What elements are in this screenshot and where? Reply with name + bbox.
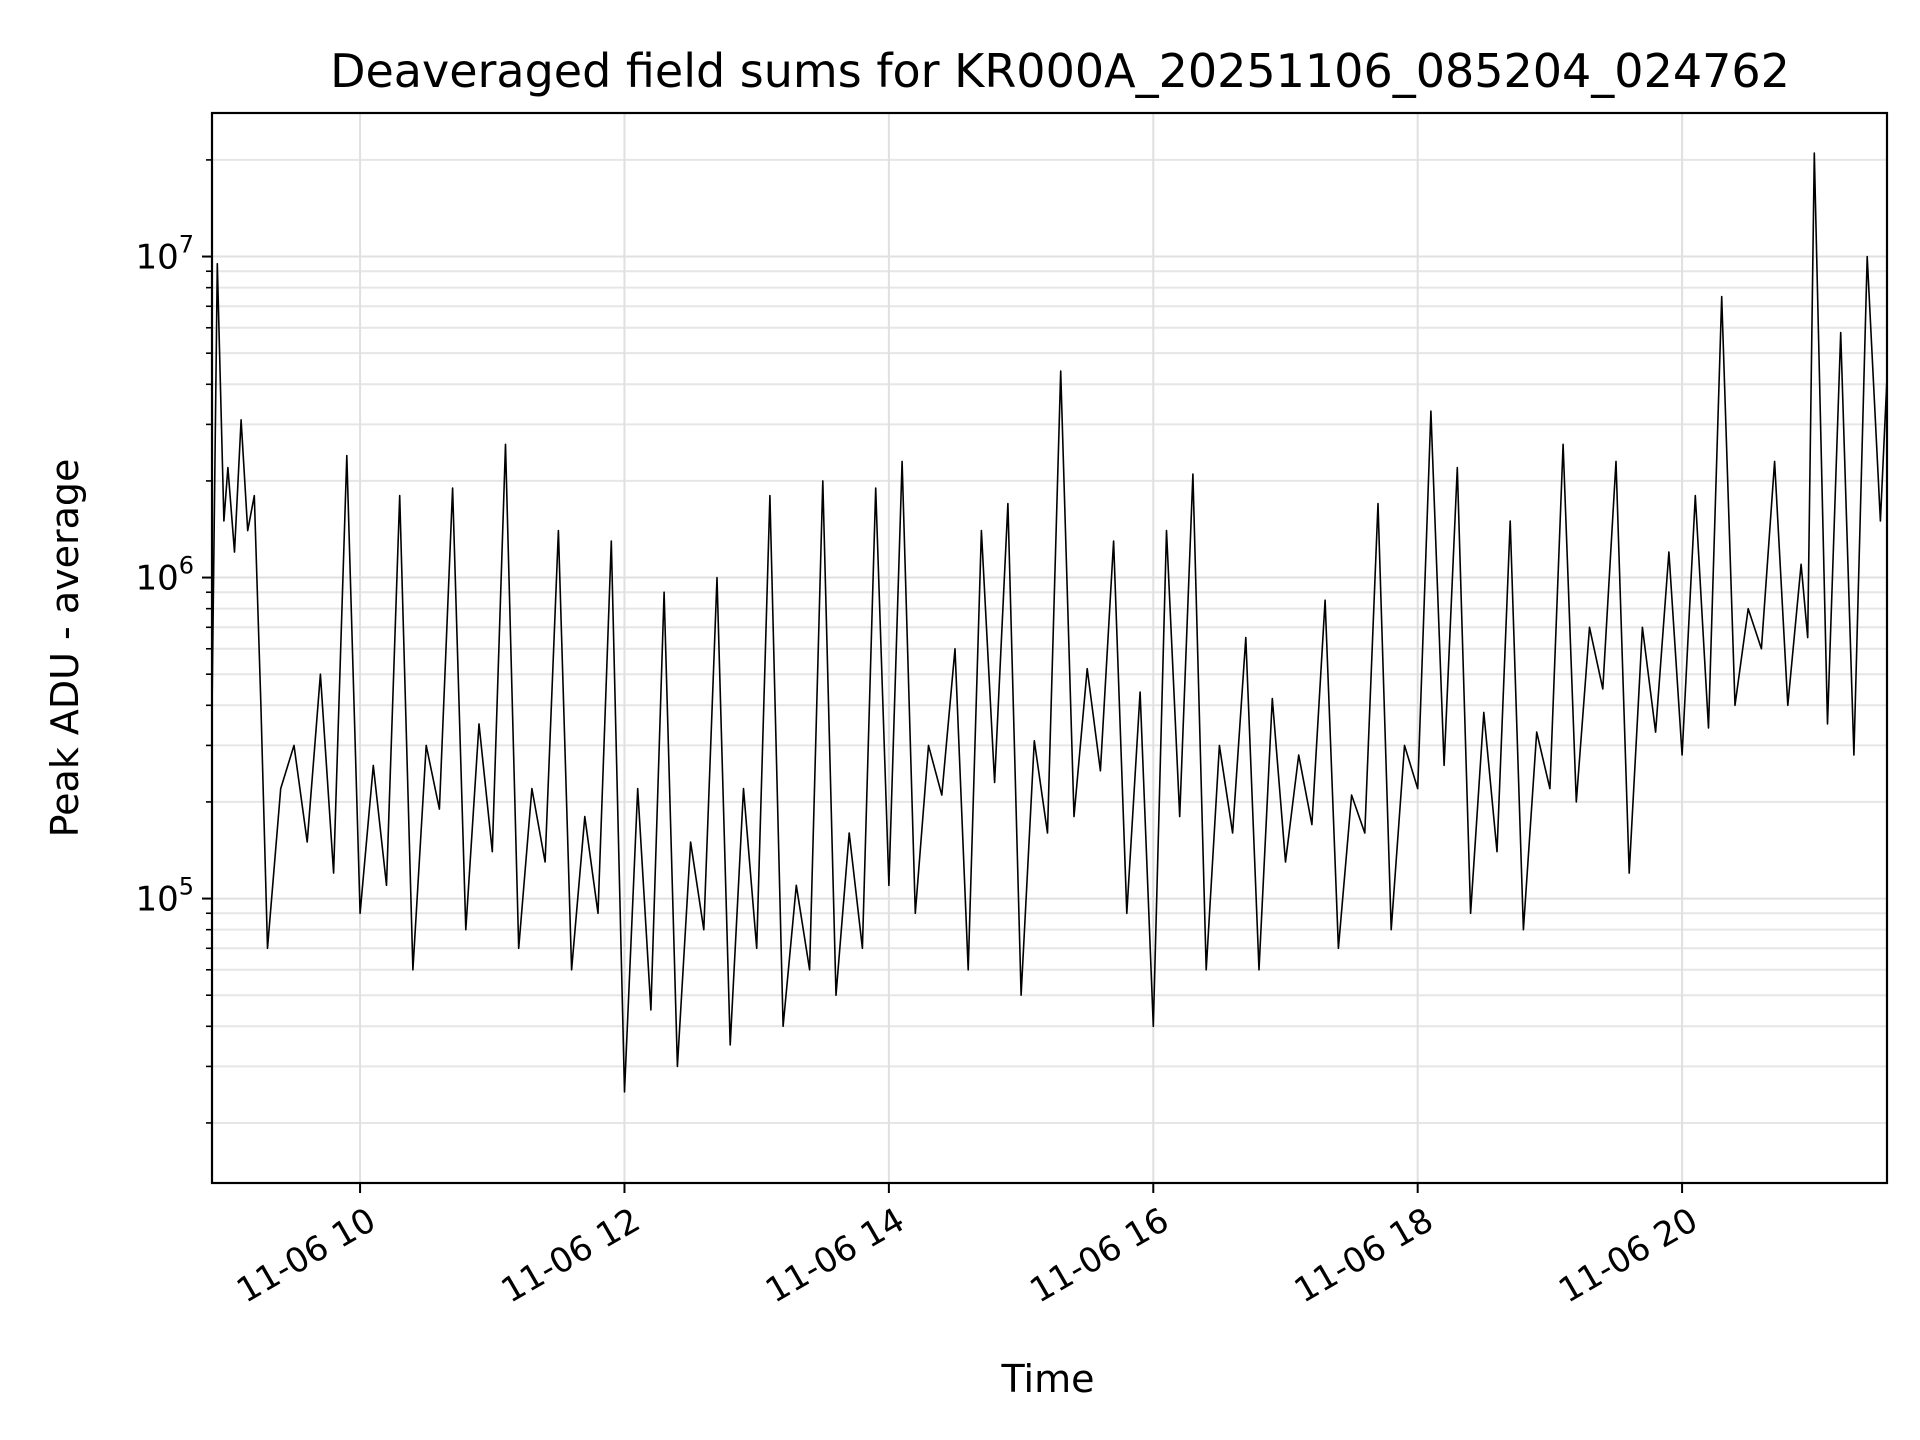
y-axis-ticks: 105 106 107 bbox=[135, 159, 212, 1124]
series-group bbox=[211, 152, 1888, 1093]
grid-lines bbox=[212, 113, 1887, 1183]
y-tick-label: 107 bbox=[135, 231, 194, 278]
chart-title: Deaveraged field sums for KR000A_2025110… bbox=[330, 44, 1790, 98]
y-axis-label: Peak ADU - average bbox=[43, 459, 87, 838]
x-axis-label: Time bbox=[1001, 1357, 1095, 1401]
y-tick-label: 106 bbox=[135, 552, 194, 599]
series-line bbox=[211, 152, 1888, 1093]
y-tick-label: 105 bbox=[135, 873, 194, 920]
